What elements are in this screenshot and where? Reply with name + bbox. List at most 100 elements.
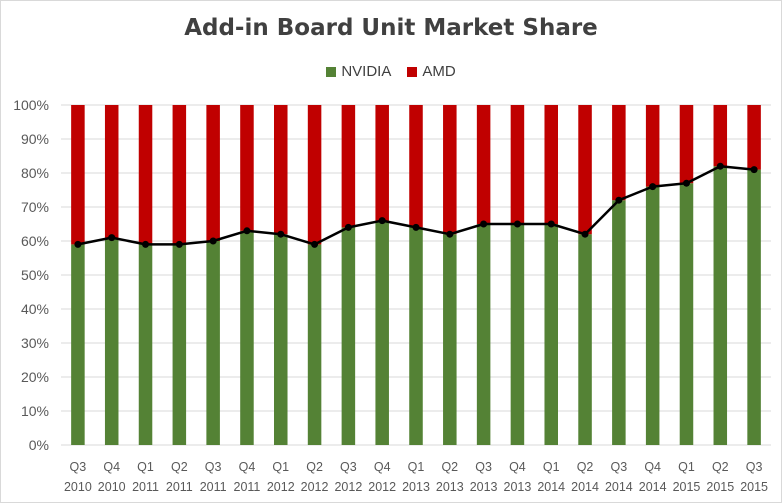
legend-swatch-nvidia [326,66,337,77]
bar-amd [713,105,728,167]
bar-nvidia [375,220,389,445]
bar-nvidia [578,234,592,445]
x-tick-year: 2013 [402,480,430,494]
y-tick-label: 70% [21,199,49,215]
line-point [108,234,116,242]
x-tick-year: 2014 [639,480,667,494]
x-tick-year: 2012 [301,480,329,494]
x-tick-quarter: Q4 [644,460,661,474]
line-point [581,230,589,238]
y-tick-label: 20% [21,369,49,385]
bar-amd [138,105,153,245]
line-point [142,240,150,248]
y-tick-label: 0% [29,437,49,453]
line-point [446,230,454,238]
line-point [716,162,724,170]
bar-nvidia [679,183,694,445]
x-tick-quarter: Q2 [577,460,594,474]
line-point [513,220,521,228]
bar-nvidia [544,224,558,445]
x-tick-quarter: Q4 [239,460,256,474]
x-tick-year: 2013 [436,480,464,494]
y-tick-label: 30% [21,335,49,351]
x-tick-quarter: Q3 [70,460,87,474]
x-tick-quarter: Q3 [205,460,222,474]
x-tick-quarter: Q4 [509,460,526,474]
bar-nvidia [172,244,187,445]
legend-label-amd: AMD [422,63,456,80]
line-point [480,220,488,228]
line-point [243,227,251,235]
chart-legend: NVIDIA AMD [1,63,781,80]
x-tick-quarter: Q3 [475,460,492,474]
line-point [615,196,623,204]
x-tick-year: 2014 [605,480,633,494]
bar-nvidia [645,186,660,445]
bar-amd [409,105,423,228]
legend-entry-amd: AMD [407,63,456,80]
bar-nvidia [206,241,220,445]
bar-amd [679,105,694,184]
bar-nvidia [240,230,254,445]
bar-nvidia [104,237,119,445]
x-tick-year: 2011 [200,480,227,494]
x-tick-year: 2011 [132,480,159,494]
bar-amd [341,105,356,228]
line-point [209,237,217,245]
bar-amd [307,105,322,245]
legend-entry-nvidia: NVIDIA [326,63,391,80]
x-tick-year: 2013 [504,480,532,494]
x-tick-quarter: Q2 [712,460,729,474]
bar-amd [206,105,220,241]
bar-amd [510,105,525,224]
chart-title: Add-in Board Unit Market Share [184,15,598,41]
bar-nvidia [138,244,153,445]
x-tick-quarter: Q2 [171,460,188,474]
bar-nvidia [409,227,423,445]
x-tick-quarter: Q1 [408,460,425,474]
bar-nvidia [612,200,626,445]
x-tick-quarter: Q3 [340,460,357,474]
line-point [311,240,319,248]
line-point [378,217,386,225]
x-tick-year: 2015 [706,480,734,494]
legend-label-nvidia: NVIDIA [341,63,392,80]
y-tick-label: 90% [21,131,49,147]
bar-nvidia [307,244,322,445]
bar-amd [578,105,592,235]
bar-amd [747,105,761,170]
bar-amd [645,105,660,187]
bar-amd [274,105,288,235]
x-tick-year: 2014 [537,480,565,494]
y-tick-label: 80% [21,165,49,181]
line-point [74,240,82,248]
bar-amd [443,105,457,235]
x-tick-year: 2012 [368,480,396,494]
x-tick-year: 2011 [166,480,193,494]
x-tick-quarter: Q4 [374,460,391,474]
line-point [750,166,758,174]
x-tick-year: 2010 [98,480,126,494]
y-tick-label: 40% [21,301,49,317]
line-point [175,240,183,248]
bar-nvidia [747,169,761,445]
y-tick-label: 50% [21,267,49,283]
bar-nvidia [274,234,288,445]
line-point [649,183,657,191]
y-tick-label: 100% [13,97,49,113]
x-tick-quarter: Q3 [746,460,763,474]
bar-amd [544,105,558,224]
bar-nvidia [341,227,356,445]
bar-nvidia [71,244,85,445]
bar-amd [240,105,254,231]
bar-nvidia [476,224,491,445]
x-tick-quarter: Q1 [137,460,154,474]
line-point [412,223,420,231]
line-point [277,230,285,238]
x-tick-quarter: Q4 [103,460,120,474]
x-tick-year: 2015 [740,480,768,494]
bar-nvidia [510,224,525,445]
legend-swatch-amd [407,66,418,77]
x-tick-quarter: Q1 [678,460,695,474]
